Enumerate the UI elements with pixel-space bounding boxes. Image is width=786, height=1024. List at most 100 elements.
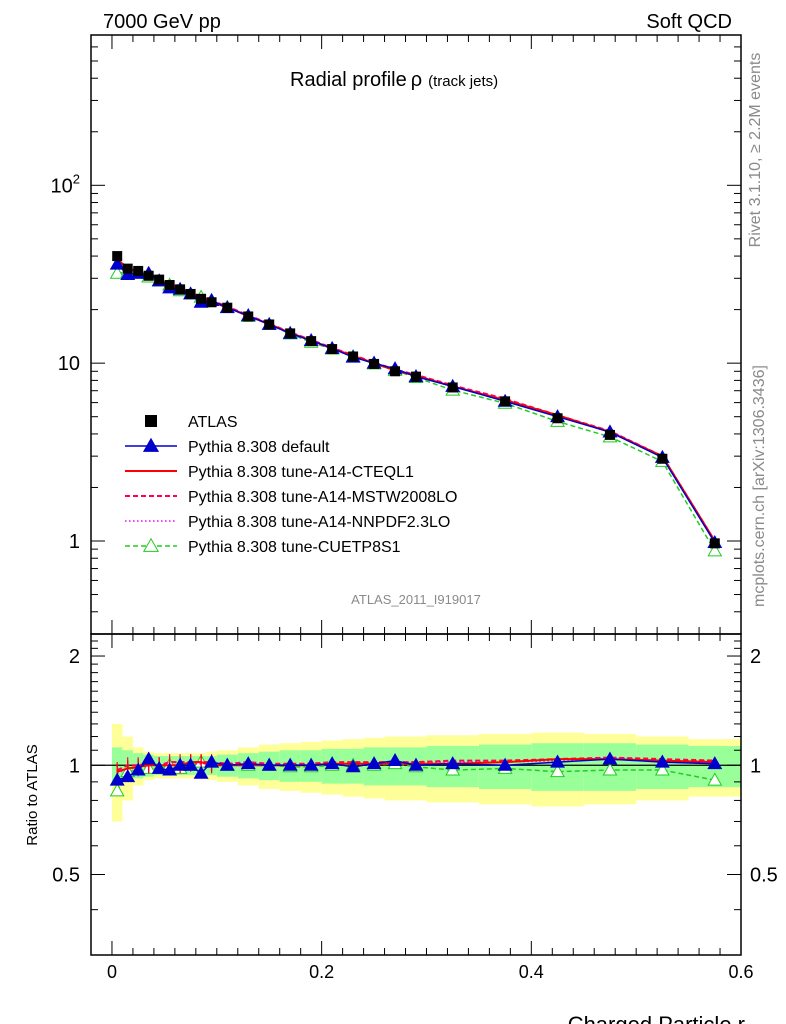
atlas-data-point	[657, 453, 668, 464]
default-ratio-marker	[162, 762, 178, 776]
series-layer	[109, 251, 723, 797]
default-ratio-marker	[130, 762, 146, 776]
ratio-y-tick-label-right: 1	[750, 755, 761, 777]
y-tick-label: 10	[58, 353, 80, 375]
default-ratio-marker	[282, 757, 298, 771]
default-ratio-marker	[183, 757, 199, 771]
x-tick-label: 0	[107, 962, 117, 982]
axis-ticks: 0 0.2 0.4 0.6 1 10 102 0.5 0.5 1 1 2 2	[51, 34, 778, 982]
atlas-data-point	[196, 293, 207, 304]
default-ratio-marker	[193, 765, 209, 779]
default-ratio-marker	[219, 757, 235, 771]
legend-marker-cuetp8s1	[142, 537, 160, 552]
default-ratio-marker	[172, 757, 188, 771]
cuetp8s1-ratio-marker	[550, 764, 565, 778]
atlas-data-point	[285, 328, 296, 339]
ratio-line-mstw	[116, 756, 715, 771]
default-ratio-marker	[345, 759, 361, 773]
default-ratio-marker	[240, 756, 256, 770]
atlas-data-point	[154, 274, 165, 285]
default-ratio-marker	[445, 756, 461, 770]
legend-label: Pythia 8.308 tune-A14-NNPDF2.3LO	[188, 514, 450, 531]
default-marker	[109, 256, 125, 270]
analysis-watermark: ATLAS_2011_I919017	[351, 592, 481, 607]
cuetp8s1-ratio-marker	[602, 762, 618, 776]
default-ratio-marker	[497, 757, 513, 771]
legend-marker-default	[142, 437, 160, 452]
cuetp8s1-ratio-marker	[654, 762, 670, 776]
rivet-version-label: Rivet 3.1.10, ≥ 2.2M events	[747, 53, 764, 248]
atlas-data-point	[552, 413, 563, 424]
default-ratio-marker	[141, 751, 157, 765]
legend-swatch-data	[145, 415, 157, 427]
ratio-y-tick-label: 2	[69, 646, 80, 668]
atlas-data-point	[122, 263, 133, 274]
cuetp8s1-ratio-marker	[707, 772, 723, 786]
atlas-data-point	[348, 351, 359, 362]
ratio-y-tick-label-right: 2	[750, 646, 761, 668]
atlas-data-point	[327, 344, 338, 355]
ratio-y-axis-label: Ratio to ATLAS	[24, 744, 41, 845]
atlas-data-point	[306, 336, 317, 347]
x-tick-label: 0.2	[309, 962, 334, 982]
y-tick-label: 102	[51, 171, 80, 197]
atlas-data-point	[206, 297, 217, 308]
atlas-data-point	[447, 382, 458, 393]
legend: ATLAS Pythia 8.308 default Pythia 8.308 tu…	[125, 414, 457, 556]
ratio-y-tick-label: 1	[69, 755, 80, 777]
legend-label: Pythia 8.308 default	[188, 439, 330, 456]
x-tick-label: 0.6	[728, 962, 753, 982]
legend-label: Pythia 8.308 tune-A14-MSTW2008LO	[188, 489, 457, 506]
default-ratio-marker	[707, 756, 723, 770]
default-ratio-marker	[654, 754, 670, 768]
atlas-data-point	[133, 265, 144, 276]
y-tick-label: 1	[69, 531, 80, 553]
series-line-cuetp8s1	[117, 271, 716, 552]
atlas-data-point	[411, 371, 421, 382]
default-marker	[120, 266, 136, 280]
cuetp8s1-ratio-marker	[109, 783, 125, 797]
default-ratio-marker	[109, 772, 125, 786]
legend-label: Pythia 8.308 tune-A14-CTEQL1	[188, 464, 414, 481]
default-ratio-marker	[204, 754, 220, 768]
ratio-y-tick-label-right: 0.5	[750, 864, 778, 886]
default-ratio-marker	[387, 752, 403, 767]
atlas-data-point	[243, 311, 254, 322]
atlas-data-point	[222, 302, 233, 313]
default-ratio-marker	[602, 751, 618, 765]
default-ratio-marker	[151, 760, 167, 774]
ratio-uncertainty-bands	[111, 723, 741, 822]
x-axis-label: Charged Particle r	[568, 1012, 745, 1024]
default-ratio-marker	[408, 757, 424, 771]
atlas-data-point	[709, 538, 720, 549]
cuetp8s1-marker	[707, 543, 723, 557]
cuetp8s1-marker	[109, 265, 125, 279]
x-tick-label: 0.4	[519, 962, 544, 982]
default-ratio-marker	[303, 757, 319, 771]
default-ratio-marker	[261, 757, 277, 771]
legend-label: ATLAS	[188, 414, 238, 431]
legend-label: Pythia 8.308 tune-CUETP8S1	[188, 539, 401, 556]
default-ratio-marker	[324, 756, 340, 770]
atlas-data-point	[175, 284, 186, 295]
default-ratio-marker	[120, 769, 136, 783]
mcplots-source-label: mcplots.cern.ch [arXiv:1306.3436]	[751, 365, 768, 607]
header-left: 7000 GeV pp	[103, 11, 221, 33]
atlas-data-point	[164, 280, 175, 291]
atlas-data-point	[369, 358, 380, 369]
cuetp8s1-ratio-marker	[445, 762, 461, 776]
header-right: Soft QCD	[646, 11, 732, 33]
atlas-data-point	[500, 396, 511, 407]
default-ratio-marker	[366, 756, 382, 770]
atlas-data-point	[143, 270, 154, 281]
atlas-data-point	[185, 288, 196, 299]
ratio-plot-frame	[90, 633, 742, 956]
chart-title: Radial profile ρ (track jets)	[290, 69, 498, 91]
ratio-y-tick-label: 0.5	[52, 864, 80, 886]
atlas-data-point	[112, 251, 123, 262]
atlas-data-point	[604, 429, 615, 440]
atlas-data-point	[390, 366, 401, 377]
default-ratio-marker	[550, 754, 565, 768]
atlas-data-point	[264, 319, 275, 330]
